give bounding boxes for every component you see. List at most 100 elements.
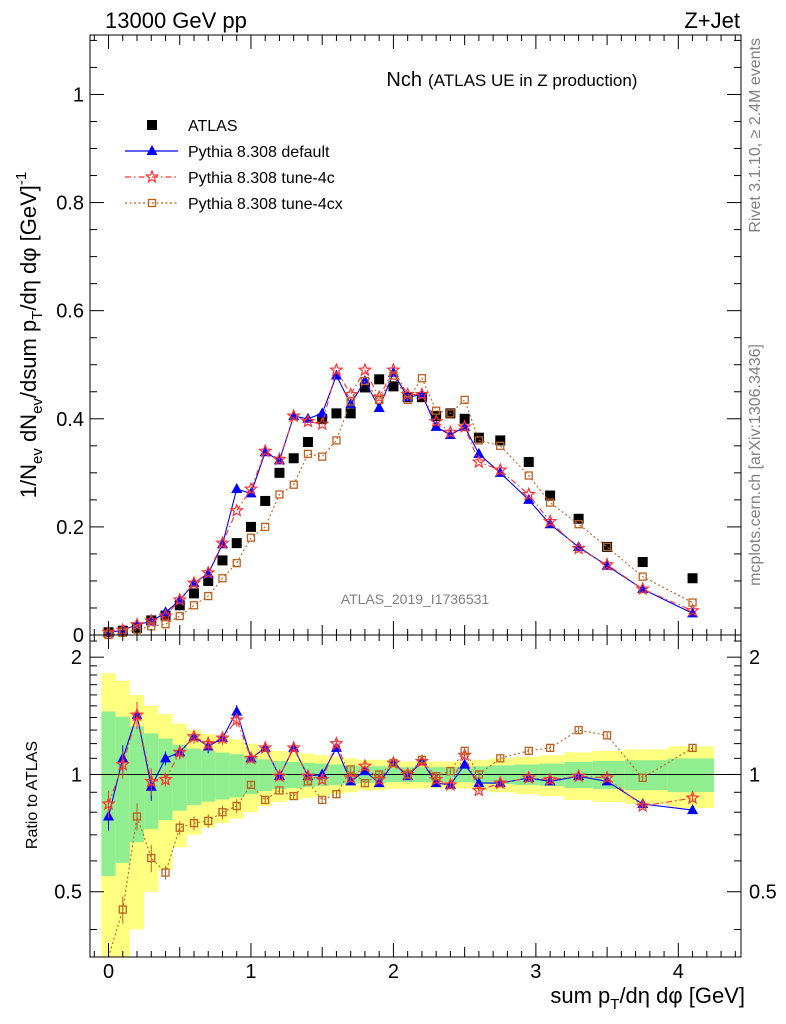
ratio-point bbox=[688, 743, 697, 753]
main-y-tick-label: 0.2 bbox=[56, 517, 84, 539]
ratio-point bbox=[443, 777, 458, 792]
ratio-frame bbox=[89, 634, 742, 958]
data-point bbox=[174, 600, 185, 611]
ratio-point bbox=[243, 750, 259, 765]
data-point bbox=[599, 557, 615, 571]
ratio-point bbox=[346, 765, 355, 774]
main-y-tick-label: 0 bbox=[73, 625, 84, 647]
ratio-panel: 0.5 0.5 1 1 2 2 0 1 2 3 4 Ratio to ATLAS sum pT/dη… bbox=[24, 634, 777, 1013]
data-point bbox=[172, 592, 188, 607]
ratio-point bbox=[446, 766, 455, 776]
ratio-point bbox=[289, 791, 298, 801]
ratio-point bbox=[229, 712, 244, 727]
data-point bbox=[471, 454, 487, 469]
data-point bbox=[318, 452, 327, 461]
data-point bbox=[302, 437, 313, 448]
data-point bbox=[316, 407, 328, 418]
main-y-tick-label: 0.8 bbox=[56, 193, 84, 215]
ratio-point bbox=[359, 765, 371, 776]
series-line bbox=[108, 368, 693, 633]
data-point bbox=[457, 419, 472, 434]
main-y-tick-label: 0.6 bbox=[56, 301, 84, 323]
legend-label: Pythia 8.308 tune-4c bbox=[188, 170, 335, 187]
data-point bbox=[245, 521, 256, 532]
ratio-point bbox=[360, 778, 370, 788]
data-point bbox=[231, 538, 242, 549]
analysis-watermark: ATLAS_2019_I1736531 bbox=[341, 591, 490, 607]
data-point bbox=[685, 603, 700, 617]
x-tick-label: 3 bbox=[530, 961, 541, 983]
legend-entry: ATLAS bbox=[147, 118, 238, 135]
legend-label: Pythia 8.308 default bbox=[188, 144, 330, 161]
x-tick-label: 1 bbox=[245, 961, 256, 983]
data-point bbox=[414, 386, 430, 401]
uncertainty-band-inner bbox=[258, 759, 273, 792]
data-point bbox=[460, 395, 469, 405]
ratio-point bbox=[521, 770, 537, 785]
data-point bbox=[417, 374, 427, 383]
data-point bbox=[386, 362, 401, 377]
ratio-y-tick-label-right: 0.5 bbox=[749, 882, 777, 904]
ratio-y-tick-label-right: 2 bbox=[749, 647, 760, 669]
ratio-point bbox=[257, 740, 273, 755]
data-point bbox=[260, 495, 271, 506]
ratio-point bbox=[332, 790, 341, 799]
ratio-point bbox=[432, 772, 441, 781]
ratio-point bbox=[200, 735, 216, 750]
legend-label: Pythia 8.308 tune-4cx bbox=[188, 196, 343, 213]
data-point bbox=[428, 413, 444, 428]
uncertainty-band-inner bbox=[201, 751, 216, 802]
ratio-point bbox=[599, 770, 615, 785]
chart-subtitle: (ATLAS UE in Z production) bbox=[428, 71, 637, 90]
x-axis-label: sum pT/dη dφ [GeV] bbox=[550, 983, 745, 1013]
data-point bbox=[495, 435, 506, 446]
ratio-point bbox=[246, 780, 256, 790]
x-tick-label: 2 bbox=[388, 961, 399, 983]
data-point bbox=[274, 467, 285, 478]
data-point bbox=[243, 481, 259, 496]
data-point bbox=[371, 389, 387, 404]
data-point bbox=[523, 457, 534, 468]
ratio-point bbox=[389, 758, 398, 768]
data-point bbox=[175, 611, 184, 621]
ratio-point bbox=[471, 782, 487, 797]
data-point bbox=[357, 362, 373, 377]
data-point bbox=[545, 490, 556, 501]
ratio-series-pythia-8-308-tune-4cx bbox=[107, 725, 697, 958]
legend-marker bbox=[146, 145, 158, 155]
data-point bbox=[300, 413, 316, 428]
legend-marker bbox=[147, 198, 157, 208]
data-point bbox=[329, 362, 344, 377]
ratio-point bbox=[272, 768, 287, 783]
data-point bbox=[389, 371, 398, 380]
data-point bbox=[303, 449, 313, 459]
x-tick-label: 4 bbox=[673, 961, 684, 983]
data-point bbox=[403, 395, 412, 405]
data-point bbox=[129, 617, 145, 631]
data-point bbox=[602, 542, 612, 552]
header-right: Z+Jet bbox=[684, 8, 740, 33]
data-point bbox=[246, 533, 256, 542]
ratio-point bbox=[638, 773, 647, 783]
data-point bbox=[261, 522, 270, 532]
ratio-point bbox=[357, 758, 373, 773]
mcplots-label: mcplots.cern.ch [arXiv:1306.3436] bbox=[747, 344, 764, 586]
data-point bbox=[345, 408, 356, 419]
uncertainty-band-inner bbox=[286, 761, 301, 789]
ratio-point bbox=[403, 770, 412, 779]
data-point bbox=[635, 581, 650, 596]
legend: ATLAS Pythia 8.308 default Pythia 8.308 tu… bbox=[125, 118, 343, 213]
ratio-point bbox=[115, 756, 131, 771]
ratio-point bbox=[474, 770, 484, 779]
ratio-point bbox=[687, 804, 699, 815]
main-y-axis-label: 1/Nev dNev/dsum pT/dη dφ [GeV]-1 bbox=[13, 172, 46, 499]
ratio-point bbox=[143, 773, 159, 788]
ratio-point bbox=[343, 770, 358, 785]
data-point bbox=[215, 535, 230, 550]
ratio-point bbox=[493, 775, 508, 790]
legend-label: ATLAS bbox=[188, 118, 238, 135]
ratio-y-tick-label-right: 1 bbox=[749, 764, 760, 786]
series-line bbox=[108, 374, 693, 636]
data-point bbox=[446, 409, 455, 418]
legend-marker bbox=[147, 120, 157, 130]
